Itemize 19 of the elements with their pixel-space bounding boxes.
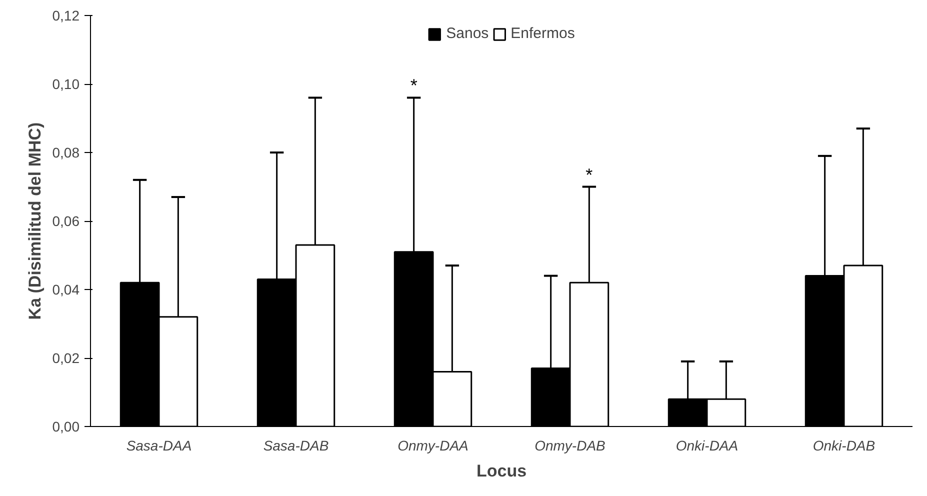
x-tick-label: Sasa-DAA [126, 438, 192, 454]
x-tick-label: Sasa-DAB [263, 438, 329, 454]
y-tick-label: 0,06 [52, 213, 80, 229]
legend-label: Sanos [446, 25, 489, 42]
y-axis-title: Ka (Disimilitud del MHC) [25, 122, 44, 320]
annotation: * [586, 164, 593, 185]
y-tick-label: 0,12 [52, 8, 80, 24]
x-tick-label: Onmy-DAB [534, 438, 606, 454]
y-tick-label: 0,00 [52, 418, 80, 434]
y-tick-label: 0,08 [52, 144, 80, 160]
annotation: * [410, 76, 418, 96]
x-tick-label: Onmy-DAA [398, 438, 468, 454]
x-tick-label: Onki-DAB [812, 438, 876, 454]
legend-label: Enfermos [510, 25, 575, 42]
x-tick-label: Onki-DAA [676, 438, 738, 454]
y-tick-label: 0,10 [52, 76, 80, 92]
x-axis-title: Locus [476, 462, 527, 480]
y-tick-label: 0,02 [52, 350, 80, 366]
y-tick-label: 0,04 [52, 282, 80, 298]
